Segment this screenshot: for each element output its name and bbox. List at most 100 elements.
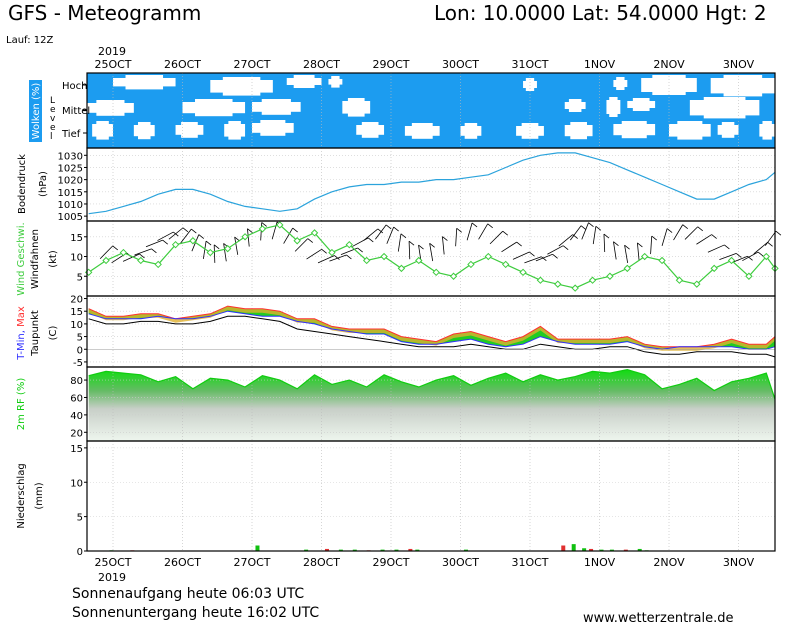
run-label: Lauf: 12Z (6, 35, 53, 46)
level-letter: L (50, 96, 55, 106)
cloud-gap (181, 122, 198, 138)
cloud-gap (621, 121, 647, 139)
level-letter: e (50, 123, 56, 133)
pressure-frame (86, 147, 776, 222)
wind-barb (512, 251, 530, 260)
wind-speed-point (258, 225, 267, 233)
cloud-label-box (29, 80, 42, 142)
wind-speed-point (536, 276, 545, 284)
wind-barb (145, 239, 163, 248)
cloud-gap (125, 75, 164, 90)
precip-bar (463, 549, 468, 551)
x-tick-label-top: 29OCT (372, 58, 409, 71)
cloud-gap (293, 75, 315, 88)
precip-bar (415, 549, 420, 551)
wind-barb-flag (562, 245, 569, 250)
wind-speed-point (588, 276, 597, 284)
cloud-gap (570, 122, 587, 140)
wind-barb-flag (139, 253, 145, 259)
website-link[interactable]: www.wetterzentrale.de (583, 611, 733, 625)
wind-barb (569, 225, 582, 241)
wind-barb (624, 245, 629, 264)
wind-barb-flag (357, 247, 363, 253)
y-tick-label: 0 (77, 345, 83, 356)
wind-barb (317, 255, 335, 264)
wind-barb (442, 236, 445, 255)
wind-barb-flag (697, 226, 704, 232)
wind-barb-flag (213, 244, 220, 250)
precip-bar (324, 548, 329, 551)
cloud-gap (195, 99, 233, 117)
wind-barb (661, 228, 668, 246)
sunset-text: Sonnenuntergang heute 16:02 UTC (72, 605, 319, 621)
wind-barb (707, 244, 725, 253)
wind-speed-point (345, 240, 354, 249)
precip-bar (599, 549, 604, 551)
wind-speed-point (137, 256, 145, 265)
precip-bar (394, 549, 399, 551)
wind-barb-flag (400, 233, 407, 239)
wind-barb-flag (724, 244, 730, 250)
wind-barb (673, 224, 684, 241)
level-letter: l (50, 132, 53, 142)
x-tick-label-bottom: 29OCT (372, 556, 409, 569)
wind-barb (558, 234, 573, 247)
wind-barb-flag (711, 234, 717, 239)
wind-barb-flag (377, 228, 384, 234)
wind-barb-flag (775, 230, 782, 236)
cloud-gap (138, 122, 151, 140)
wind-barb (684, 226, 699, 240)
y-tick-label: 60 (70, 393, 83, 404)
wind-barb-flag (321, 248, 327, 254)
wind-speed-point (362, 256, 371, 265)
cloud-level-label: Tief (61, 129, 81, 140)
wind-speed-point (223, 244, 232, 253)
wind-barb-flag (247, 228, 253, 234)
humidity-panel: 20 40 60 80 2m RF (%) (16, 366, 776, 442)
x-axis-labels: 25OCT 25OCT 26OCT 26OCT 27OCT 27OCT 28OCT 28OCT… (94, 58, 754, 569)
year-label-top: 2019 (98, 45, 126, 58)
humidity-line (88, 368, 776, 400)
wind-barb (524, 256, 542, 264)
cloud-gap (525, 78, 535, 91)
wind-speed-point (467, 260, 475, 269)
wind-barb (613, 241, 617, 260)
x-tick-label-top: 26OCT (164, 58, 201, 71)
wind-speed-point (119, 248, 128, 257)
x-tick-label-top: 3NOV (723, 58, 755, 71)
wind-speed-point (640, 252, 649, 261)
x-tick-label-bottom: 27OCT (233, 556, 270, 569)
y-tick-label: 10 (70, 253, 83, 264)
wind-barb (306, 248, 322, 260)
wind-barb (168, 227, 184, 240)
level-letter: e (50, 105, 56, 115)
y-tick-label: 40 (70, 411, 83, 422)
y-tick-label: 15 (70, 233, 83, 244)
wind-barb (294, 238, 309, 252)
wind-barb-flag (408, 240, 415, 246)
cloud-gap (609, 97, 618, 117)
x-tick-label-top: 25OCT (94, 58, 131, 71)
wind-barb (247, 228, 250, 247)
wind-speed-point (693, 280, 701, 288)
wind-speed-point (606, 272, 614, 280)
wind-speed-point (380, 252, 388, 261)
x-tick-label-top: 30OCT (442, 58, 479, 71)
wind-speed-point (623, 264, 632, 273)
wind-barb (408, 241, 411, 260)
cloud-axis-title: Wolken (%) (31, 83, 42, 140)
cloud-level-label: Mittel (62, 106, 90, 117)
y-tick-label: 20 (70, 428, 83, 439)
wind-barb-flag (442, 236, 448, 241)
wind-speed-point (415, 256, 423, 265)
wind-barb-flag (595, 225, 602, 231)
cloud-gap (96, 121, 109, 140)
temperature-unit: (C) (48, 326, 59, 341)
wind-speed-point (675, 276, 684, 284)
x-tick-label-top: 28OCT (303, 58, 340, 71)
wind-barb-flag (198, 234, 205, 239)
cloud-gap (361, 122, 379, 138)
